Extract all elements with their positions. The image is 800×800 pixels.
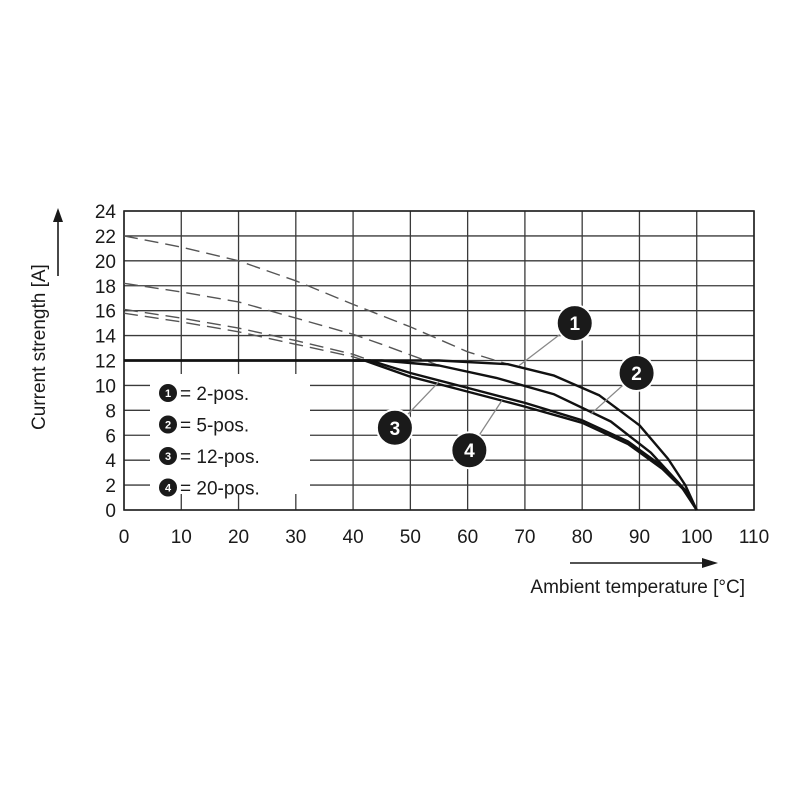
x-axis-title-group: Ambient temperature [°C]	[530, 558, 745, 598]
legend-entry: = 2-pos.	[180, 384, 249, 405]
legend-marker	[159, 415, 177, 434]
callout-label: 1	[569, 314, 580, 335]
dashed-curve-3	[123, 308, 371, 362]
y-axis-title: Current strength [A]	[29, 264, 50, 430]
grid	[123, 210, 755, 511]
legend-marker	[159, 384, 177, 402]
derating-curves	[124, 359, 698, 511]
y-tick-label: 16	[95, 302, 116, 323]
y-axis-arrowhead-icon	[53, 208, 63, 222]
y-tick-label: 10	[95, 376, 116, 397]
legend-marker-label: 2	[165, 420, 171, 432]
legend-marker-label: 3	[165, 451, 171, 463]
y-tick-label: 0	[105, 501, 116, 522]
x-tick-labels: 0 10 20 30 40 50 60 70 80 90 100 110	[119, 527, 769, 548]
curve-1	[353, 359, 698, 511]
callout-marker	[375, 408, 414, 447]
extrapolated-curves	[123, 235, 508, 367]
x-axis-arrowhead-icon	[702, 558, 718, 568]
dashed-curve-1	[123, 235, 508, 365]
x-tick-label: 60	[457, 527, 478, 548]
y-tick-label: 18	[95, 277, 116, 298]
x-tick-label: 0	[119, 527, 130, 548]
legend-marker-label: 1	[165, 388, 171, 400]
callout-label: 3	[390, 419, 401, 440]
x-tick-label: 20	[228, 527, 249, 548]
y-tick-label: 4	[105, 451, 116, 472]
y-tick-label: 14	[95, 327, 117, 348]
x-tick-label: 100	[681, 527, 713, 548]
legend: 1 = 2-pos. 2 = 5-pos. 3 = 12-pos. 4 = 20-pos.	[150, 374, 310, 500]
curve-4	[353, 359, 698, 511]
x-tick-label: 30	[285, 527, 306, 548]
y-tick-label: 12	[95, 352, 116, 373]
legend-marker	[159, 478, 177, 497]
legend-marker-label: 4	[165, 483, 172, 495]
y-tick-label: 6	[105, 426, 116, 447]
legend-entry: = 12-pos.	[180, 447, 260, 468]
dashed-curve-4	[123, 312, 365, 362]
x-tick-label: 90	[629, 527, 650, 548]
x-tick-label: 70	[514, 527, 535, 548]
callout-marker	[450, 431, 489, 470]
x-tick-label: 110	[739, 527, 769, 548]
callout-marker	[555, 304, 594, 343]
x-tick-label: 10	[171, 527, 192, 548]
x-tick-label: 80	[572, 527, 593, 548]
y-axis-title-group: Current strength [A]	[29, 208, 63, 430]
x-tick-label: 50	[400, 527, 421, 548]
x-axis-title: Ambient temperature [°C]	[530, 577, 745, 598]
callout-marker	[617, 353, 656, 392]
y-tick-label: 20	[95, 252, 116, 273]
curve-3	[353, 359, 698, 511]
legend-marker	[159, 447, 177, 465]
y-tick-label: 24	[95, 202, 117, 223]
callout-label: 4	[464, 441, 475, 462]
legend-entry: = 20-pos.	[180, 479, 260, 500]
callout-label: 2	[631, 364, 642, 385]
curve-callouts: 1 2 3 4	[375, 304, 656, 470]
y-tick-label: 8	[105, 401, 116, 422]
dashed-curve-2	[123, 282, 440, 367]
y-tick-label: 22	[95, 227, 116, 248]
x-tick-label: 40	[343, 527, 364, 548]
legend-entry: = 5-pos.	[180, 416, 249, 437]
y-tick-label: 2	[105, 476, 116, 497]
